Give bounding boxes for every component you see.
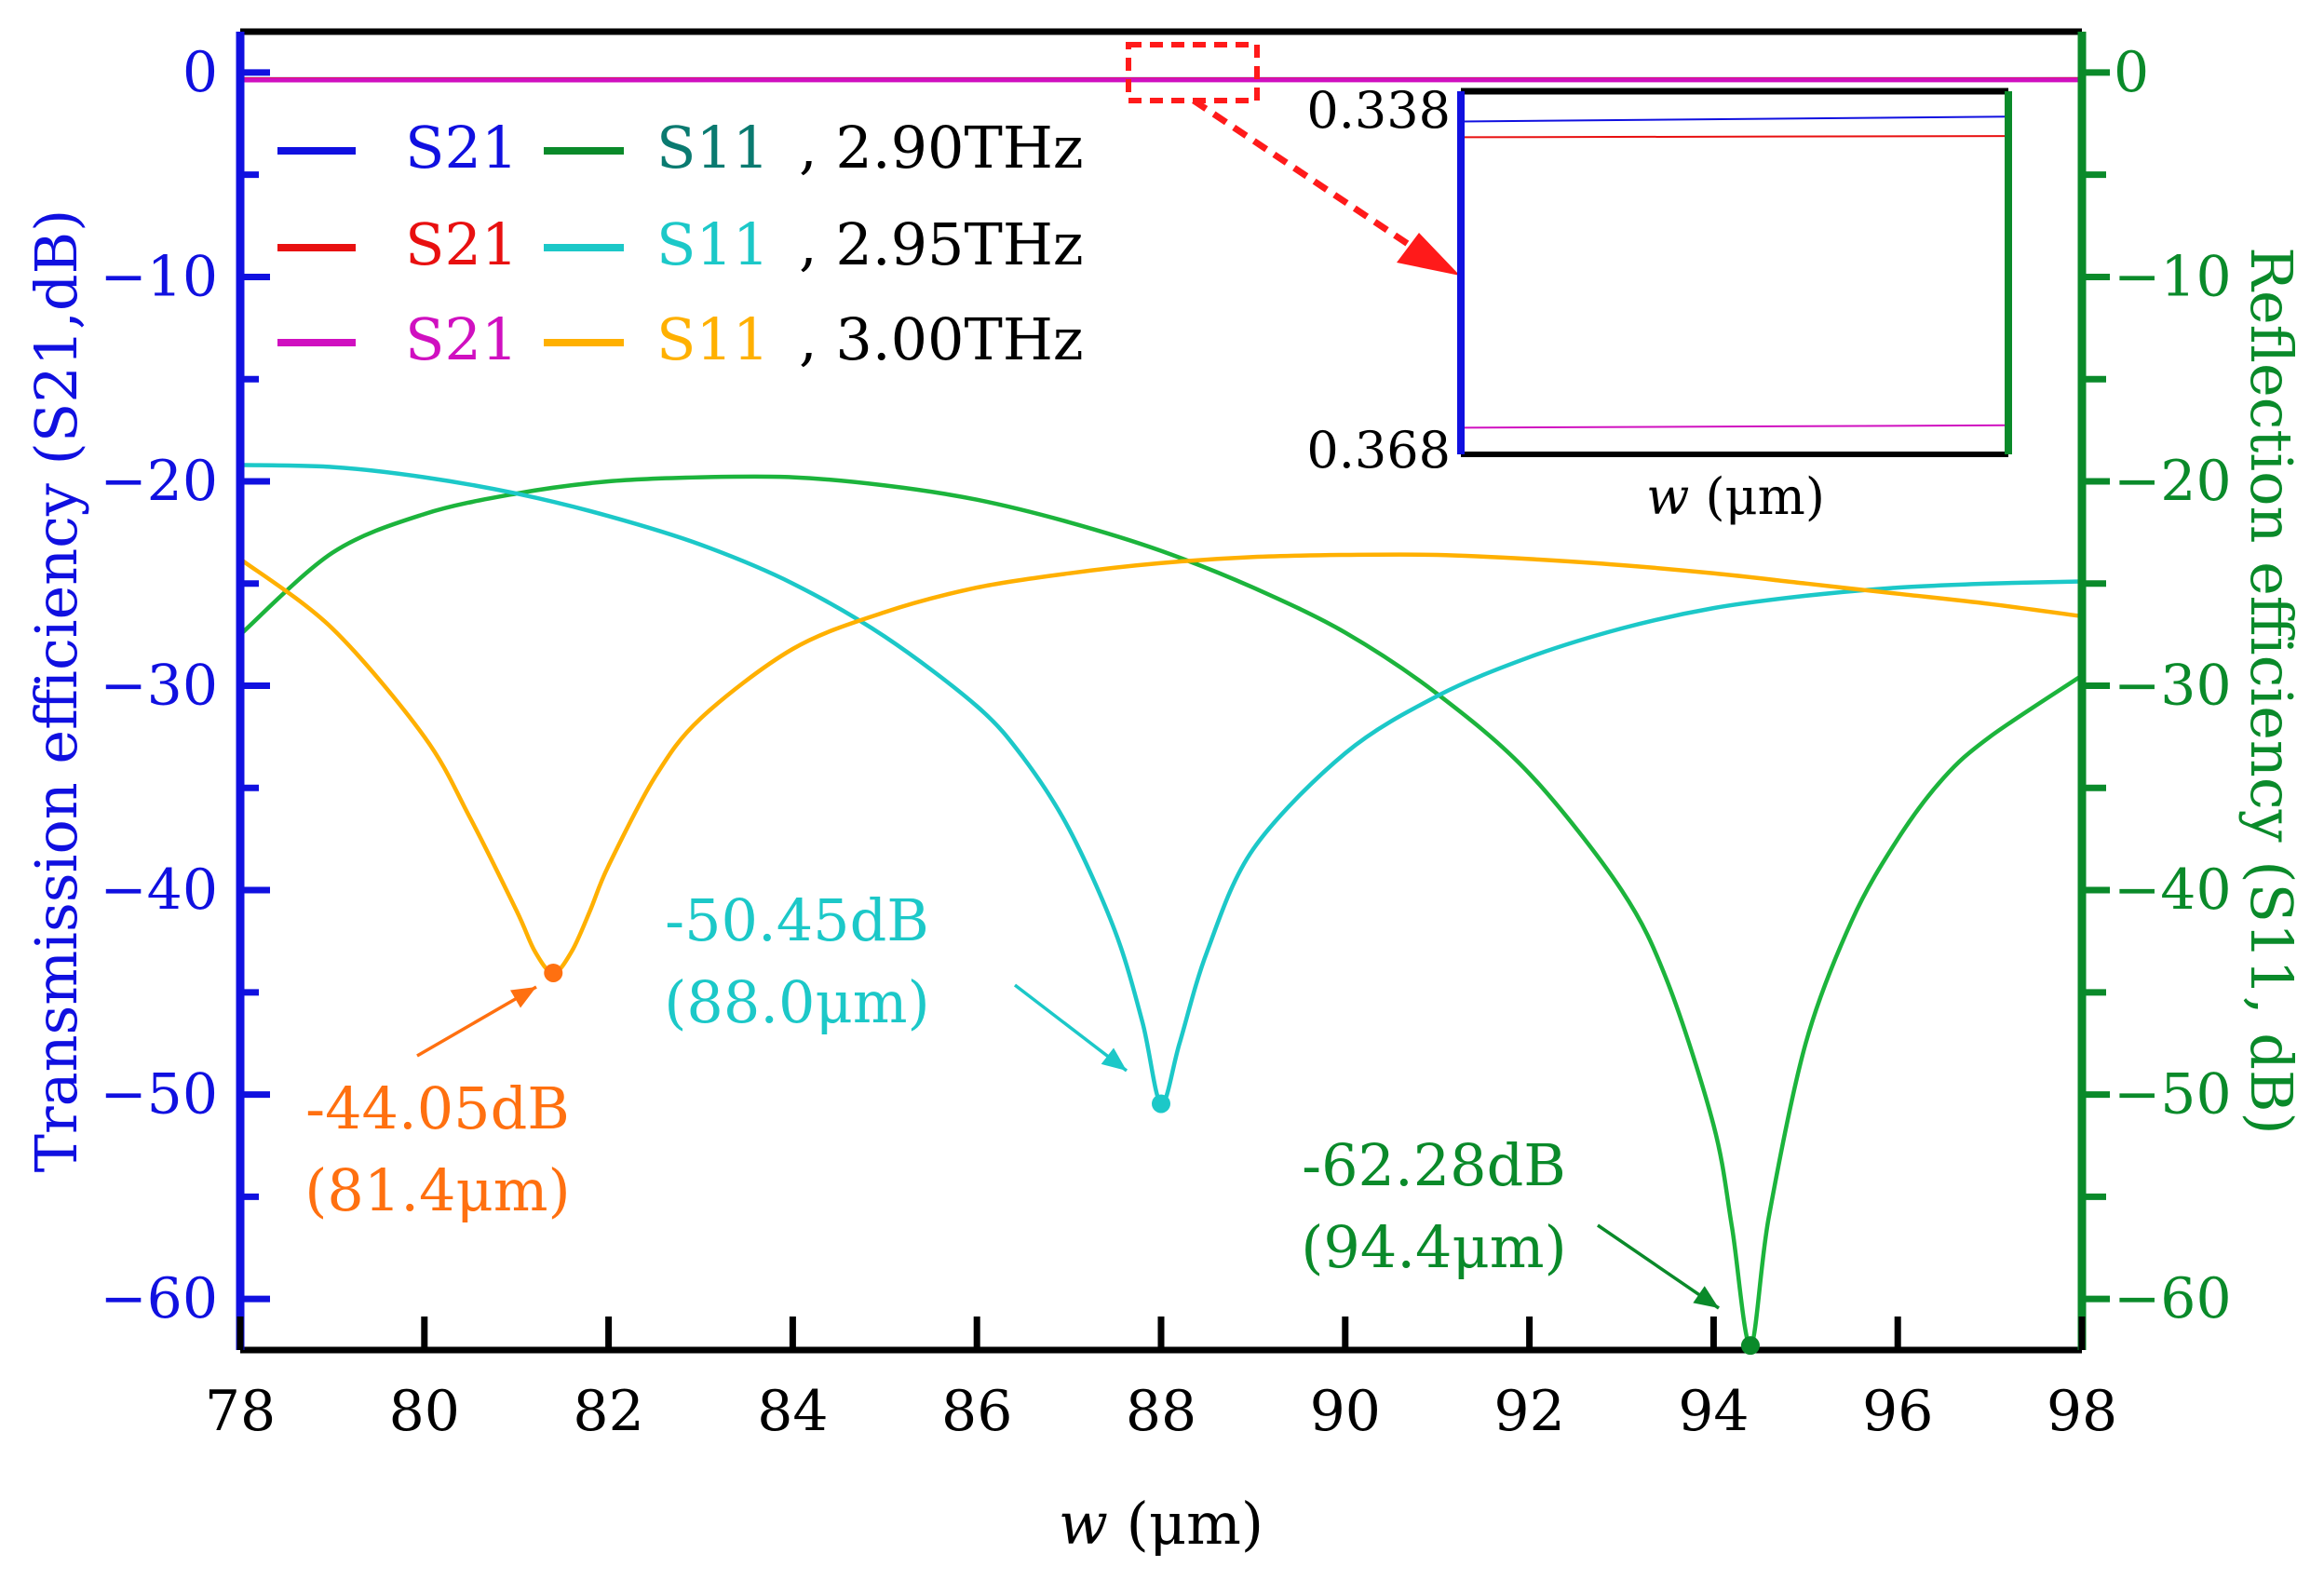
x-tick-label: 94 — [1678, 1379, 1749, 1444]
series-layer — [240, 76, 2082, 1348]
y-right-tick-label: −50 — [2114, 1062, 2232, 1128]
x-tick-label: 80 — [389, 1379, 460, 1444]
x-tick-label: 96 — [1862, 1379, 1933, 1444]
x-tick-label: 78 — [205, 1379, 276, 1444]
x-tick-label: 84 — [757, 1379, 828, 1444]
y-right-tick-label: 0 — [2114, 40, 2149, 105]
series-s11-2-95thz — [240, 463, 2082, 1106]
y-left-ticks: 0 −10 −20 −30 −40 −50 −60 — [100, 40, 270, 1331]
annotation-marker — [1152, 1094, 1170, 1114]
inset-series-line — [1460, 135, 2009, 139]
annotation-arrow — [1597, 1223, 1720, 1310]
annotation-arrow-head — [1101, 1047, 1127, 1071]
legend-frequency-label: , 2.95THz — [799, 210, 1084, 278]
legend-s11-label: S11 — [656, 114, 769, 182]
x-tick-label: 92 — [1493, 1379, 1564, 1444]
y-right-ticks: 0 −10 −20 −30 −40 −50 −60 — [2082, 40, 2232, 1331]
x-axis-title: w (μm) — [1059, 1490, 1263, 1558]
annotation-value: -62.28dB — [1302, 1131, 1566, 1199]
annotation-arrow-head — [1693, 1286, 1719, 1308]
x-ticks: 78 80 82 84 86 88 90 92 94 96 98 — [205, 1317, 2117, 1444]
legend-s21-label: S21 — [405, 305, 518, 373]
y-left-tick-label: −20 — [100, 449, 218, 514]
annotations: -44.05dB (81.4μm) -50.45dB (88.0μm) -62.28dB… — [304, 886, 1760, 1356]
legend: S21 S11 , 2.90THz S21 S11 , 2.95THz S21 S11 , 3.… — [277, 114, 1084, 373]
annotation-position: (94.4μm) — [1301, 1213, 1567, 1281]
x-tick-label: 98 — [2047, 1379, 2117, 1444]
y-right-tick-label: −10 — [2114, 244, 2232, 309]
legend-s21-label: S21 — [405, 210, 518, 278]
x-tick-label: 88 — [1126, 1379, 1196, 1444]
annotation-value: -44.05dB — [305, 1074, 570, 1142]
annotation-marker — [544, 963, 563, 982]
y-left-axis-title: Transmission efficiency (S21,dB) — [22, 209, 90, 1173]
inset-x-label: w (μm) — [1646, 467, 1825, 526]
inset-ymin-label: 0.338 — [1306, 81, 1451, 140]
zoom-arrow-line — [1192, 98, 1426, 258]
legend-s11-label: S11 — [656, 305, 769, 373]
annotation-value: -50.45dB — [665, 886, 929, 954]
legend-s11-label: S11 — [656, 210, 769, 278]
x-tick-label: 82 — [573, 1379, 643, 1444]
legend-frequency-label: , 3.00THz — [799, 305, 1084, 373]
y-left-tick-label: −60 — [100, 1266, 218, 1331]
inset-ymax-label: 0.368 — [1306, 421, 1451, 479]
annotation-position: (81.4μm) — [304, 1156, 571, 1224]
zoom-arrow-head — [1397, 233, 1460, 276]
y-right-tick-label: −30 — [2114, 654, 2232, 719]
inset-series-line — [1460, 424, 2009, 429]
legend-frequency-label: , 2.90THz — [799, 114, 1084, 182]
y-right-axis-title: Reflection efficiency (S11, dB) — [2237, 247, 2305, 1134]
inset: 0.338 0.368 w (μm) — [1306, 81, 2012, 526]
y-left-tick-label: −30 — [100, 654, 218, 719]
annotation-arrow-head — [509, 987, 536, 1008]
y-right-tick-label: −20 — [2114, 449, 2232, 514]
legend-s21-label: S21 — [405, 114, 518, 182]
series-s11-3-00thz — [240, 552, 2082, 976]
annotation-marker — [1740, 1336, 1760, 1356]
y-right-tick-label: −60 — [2114, 1266, 2232, 1331]
y-left-tick-label: −10 — [100, 244, 218, 309]
y-left-tick-label: 0 — [182, 40, 218, 105]
annotation-position: (88.0μm) — [664, 968, 930, 1036]
zoom-box — [1126, 42, 1260, 103]
inset-series-line — [1460, 115, 2009, 123]
series-s11-2-90thz — [240, 474, 2082, 1348]
y-right-tick-label: −40 — [2114, 858, 2232, 923]
y-left-tick-label: −40 — [100, 858, 218, 923]
x-tick-label: 86 — [941, 1379, 1012, 1444]
y-left-tick-label: −50 — [100, 1062, 218, 1128]
x-tick-label: 90 — [1310, 1379, 1381, 1444]
